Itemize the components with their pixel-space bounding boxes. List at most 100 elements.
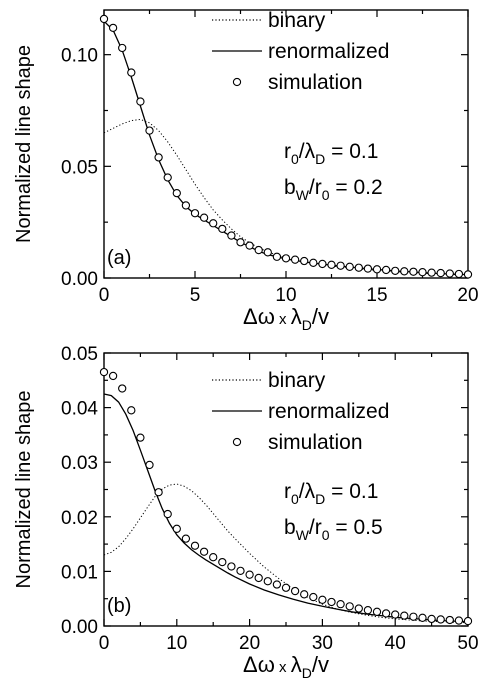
simulation-point bbox=[290, 255, 300, 264]
panel-label: (b) bbox=[107, 595, 131, 617]
panel-label: (a) bbox=[107, 247, 131, 269]
simulation-point bbox=[118, 43, 127, 53]
simulation-point bbox=[318, 595, 327, 604]
x-tick-label: 50 bbox=[457, 633, 478, 654]
simulation-point bbox=[145, 126, 154, 135]
y-tick-label: 0.00 bbox=[61, 269, 98, 290]
simulation-point bbox=[381, 609, 391, 618]
simulation-point bbox=[463, 270, 473, 279]
simulation-point bbox=[354, 263, 363, 272]
annot-tail: = 0.1 bbox=[325, 480, 378, 503]
simulation-point bbox=[336, 600, 345, 609]
x-axis-label-x: x bbox=[275, 311, 291, 328]
simulation-point bbox=[345, 602, 354, 611]
annot-sub2: 0 bbox=[322, 527, 330, 543]
y-tick-label: 0.05 bbox=[61, 344, 98, 365]
simulation-point bbox=[154, 153, 163, 162]
x-tick-label: 30 bbox=[312, 633, 333, 654]
annot-sub2: D bbox=[315, 491, 325, 507]
x-axis-label-sub: D bbox=[302, 665, 312, 681]
annot-sub1: W bbox=[296, 527, 310, 543]
simulation-point bbox=[236, 566, 245, 576]
simulation-point bbox=[127, 68, 136, 77]
annot-sub1: 0 bbox=[291, 491, 299, 507]
simulation-point bbox=[145, 460, 154, 470]
simulation-point bbox=[327, 260, 336, 269]
simulation-point bbox=[454, 269, 464, 279]
legend-label-renormalized: renormalized bbox=[268, 40, 389, 63]
annot-tail: = 0.1 bbox=[325, 140, 378, 163]
annot-mid: /λ bbox=[299, 140, 316, 163]
simulation-point bbox=[454, 616, 464, 625]
simulation-point bbox=[181, 534, 191, 543]
simulation-point bbox=[99, 367, 109, 377]
parameter-annotation: bW/r0 = 0.2 bbox=[284, 176, 383, 203]
simulation-point bbox=[436, 268, 445, 278]
x-axis-label-lambda: λ bbox=[291, 652, 302, 677]
simulation-point bbox=[281, 583, 291, 592]
simulation-point bbox=[318, 259, 327, 269]
parameter-annotation: r0/λD = 0.1 bbox=[284, 480, 378, 507]
simulation-point bbox=[363, 606, 373, 615]
annot-sub2: D bbox=[315, 151, 325, 167]
annot-mid: /r bbox=[309, 176, 322, 199]
simulation-point bbox=[263, 577, 272, 586]
y-axis-label: Normalized line shape bbox=[13, 45, 35, 243]
parameter-annotation: r0/λD = 0.1 bbox=[284, 140, 378, 167]
legend-label-binary: binary bbox=[268, 9, 326, 32]
simulation-point bbox=[309, 258, 318, 267]
annot-sub2: 0 bbox=[322, 187, 330, 203]
simulation-point bbox=[108, 23, 118, 33]
simulation-point bbox=[190, 209, 200, 218]
simulation-point bbox=[290, 586, 300, 596]
legend-marker-simulation bbox=[232, 77, 242, 87]
x-tick-label: 40 bbox=[385, 633, 406, 654]
simulation-point bbox=[300, 590, 309, 599]
simulation-point bbox=[272, 580, 282, 589]
x-tick-label: 15 bbox=[366, 285, 387, 306]
y-tick-label: 0.02 bbox=[61, 508, 98, 529]
x-axis-label-sub: D bbox=[302, 317, 312, 333]
simulation-point bbox=[236, 238, 245, 247]
simulation-point bbox=[463, 616, 473, 626]
simulation-point bbox=[209, 553, 218, 562]
simulation-point bbox=[227, 562, 236, 571]
y-axis-label: Normalized line shape bbox=[13, 391, 35, 589]
simulation-point bbox=[99, 14, 109, 24]
annot-sub1: 0 bbox=[291, 151, 299, 167]
x-axis-label-tail: /v bbox=[312, 652, 329, 677]
simulation-point bbox=[218, 224, 227, 234]
simulation-point bbox=[336, 261, 345, 270]
simulation-point bbox=[418, 268, 427, 277]
x-tick-label: 20 bbox=[239, 633, 260, 654]
legend: binary renormalized simulation bbox=[212, 369, 389, 454]
x-tick-label: 10 bbox=[275, 285, 296, 306]
simulation-point bbox=[391, 610, 400, 619]
simulation-point bbox=[181, 201, 191, 210]
simulation-point bbox=[227, 231, 236, 240]
simulation-point bbox=[418, 613, 427, 622]
simulation-point bbox=[163, 509, 172, 519]
simulation-point bbox=[327, 597, 336, 607]
simulation-point bbox=[209, 219, 218, 228]
x-tick-label: 0 bbox=[99, 633, 110, 654]
annot-mid: /r bbox=[309, 516, 322, 539]
x-axis-label: Δω x λD/v bbox=[243, 652, 329, 681]
x-axis-label-lambda: λ bbox=[291, 304, 302, 329]
annot-base: b bbox=[284, 176, 296, 199]
simulation-point bbox=[190, 541, 200, 550]
simulation-point bbox=[345, 262, 354, 271]
simulation-point bbox=[108, 371, 118, 381]
simulation-point bbox=[118, 384, 127, 393]
legend-label-simulation: simulation bbox=[268, 71, 363, 94]
simulation-point bbox=[427, 268, 436, 277]
simulation-point bbox=[300, 256, 309, 266]
simulation-point bbox=[245, 570, 254, 579]
annot-base: r bbox=[284, 480, 291, 503]
simulation-point bbox=[127, 406, 136, 415]
simulation-point bbox=[400, 611, 409, 620]
y-tick-label: 0.03 bbox=[61, 453, 98, 474]
annot-sub1: W bbox=[296, 187, 310, 203]
legend: binary renormalized simulation bbox=[212, 9, 389, 94]
